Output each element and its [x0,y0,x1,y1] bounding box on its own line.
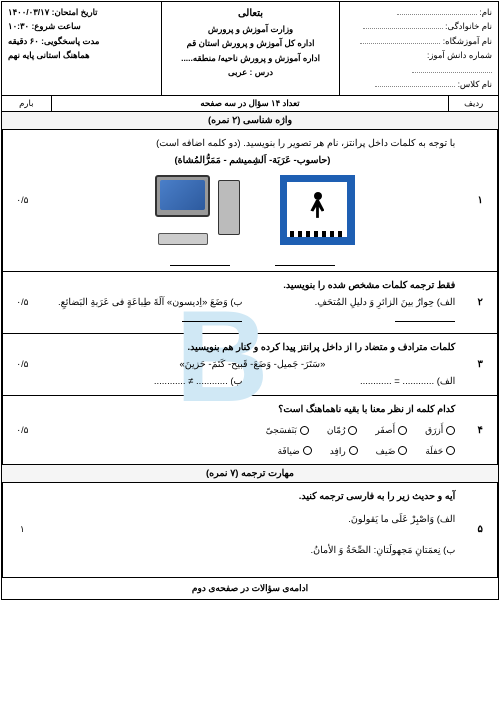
q2-body: فقط ترجمه کلمات مشخص شده را بنویسید. الف… [42,272,464,333]
header: نام: نام خانوادگی: نام آموزشگاه: شماره د… [2,2,498,96]
radio-icon[interactable] [398,446,407,455]
header-student-info: نام: نام خانوادگی: نام آموزشگاه: شماره د… [339,2,498,95]
label-family: نام خانوادگی: [346,19,492,33]
q5-b: ب) نِعمَتانِ مَجهولَتانِ: الصِّحَةُ وَ ا… [50,542,456,559]
q5-body: آیه و حدیث زیر را به فارسی ترجمه کنید. ا… [42,483,464,577]
q3-num: ۳ [463,334,498,395]
exam-date: تاریخ امتحان: ۱۴۰۰/۰۳/۱۷ [8,5,155,19]
q2-score: ۰/۵ [2,272,42,333]
q4-opt[interactable]: أَزرَق [425,422,455,438]
q4-opt[interactable]: بَنَفسَجیّ [266,422,309,438]
exam-start: ساعت شروع: ۱۰:۳۰ [8,19,155,33]
q4-opt[interactable]: ضَیف [376,443,408,459]
q3-b[interactable]: ب) ............ ≠ ............ [50,373,243,390]
q4-num: ۴ [463,396,498,463]
q4-options-row1: أَزرَق أَصفَر رُمّان بَنَفسَجیّ [50,422,456,438]
ministry-line4: درس : عربی [168,65,334,79]
q2-a: الف) حِوارٌ بینَ الزائرِ وَ دلیلِ المُتح… [262,294,455,328]
answer-line[interactable] [182,312,242,322]
col-barem: بارم [2,96,52,111]
q4-opt[interactable]: ضیافَة [278,443,312,459]
section-2-title: مهارت ترجمه (۷ نمره) [2,465,498,483]
q1-score: ۰/۵ [2,130,42,271]
footer-text: ادامه‌ی سؤالات در صفحه‌ی دوم [2,578,498,599]
answer-line[interactable] [170,256,230,266]
q1-num: ۱ [463,130,498,271]
logo-text: بتعالی [168,5,334,22]
label-school: نام آموزشگاه: [346,34,492,48]
q4-text: کدام کلمه از نظر معنا با بقیه ناهماهنگ ا… [50,401,456,418]
q4-opt[interactable]: رُمّان [327,422,358,438]
q4-options-row2: حَفلَة ضَیف رافِد ضیافَة [50,443,456,459]
answer-line[interactable] [275,256,335,266]
q1-images [50,175,456,250]
q5-score: ۱ [2,483,42,577]
question-1: ۱ با توجه به کلمات داخل پرانتز، نام هر ت… [2,130,498,272]
radio-icon[interactable] [303,446,312,455]
page-count: تعداد ۱۴ سؤال در سه صفحه [52,96,449,111]
q5-text: آیه و حدیث زیر را به فارسی ترجمه کنید. [50,488,456,505]
label-name: نام: [346,5,492,19]
radio-icon[interactable] [300,426,309,435]
ministry-line1: وزارت آموزش و پرورش [168,22,334,36]
computer-icon [150,175,240,250]
question-5: ۵ آیه و حدیث زیر را به فارسی ترجمه کنید.… [2,483,498,578]
q1-answer-lines [50,256,456,266]
ministry-line2: اداره کل آموزش و پرورش استان قم [168,36,334,50]
radio-icon[interactable] [446,446,455,455]
q1-text: با توجه به کلمات داخل پرانتز، نام هر تصو… [50,135,456,152]
radio-icon[interactable] [446,426,455,435]
q4-opt[interactable]: رافِد [330,443,358,459]
label-class: نام کلاس: [346,77,492,91]
q4-body: کدام کلمه از نظر معنا با بقیه ناهماهنگ ا… [42,396,464,463]
col-radif: ردیف [448,96,498,111]
question-2: ۲ فقط ترجمه کلمات مشخص شده را بنویسید. ا… [2,272,498,334]
q5-num: ۵ [463,483,498,577]
subtitle-row: ردیف تعداد ۱۴ سؤال در سه صفحه بارم [2,96,498,112]
ministry-line3: اداره آموزش و پرورش ناحیه/ منطقه..... [168,51,334,65]
q3-text: کلمات مترادف و متضاد را از داخل پرانتز پ… [50,339,456,356]
exam-duration: مدت پاسخگویی: ۶۰ دقیقه [8,34,155,48]
q2-num: ۲ [463,272,498,333]
header-ministry: بتعالی وزارت آموزش و پرورش اداره کل آموز… [161,2,340,95]
answer-line[interactable] [395,312,455,322]
question-4: ۴ کدام کلمه از نظر معنا با بقیه ناهماهنگ… [2,396,498,464]
q2-text: فقط ترجمه کلمات مشخص شده را بنویسید. [50,277,456,294]
q4-score: ۰/۵ [2,396,42,463]
q4-opt[interactable]: حَفلَة [425,443,455,459]
radio-icon[interactable] [398,426,407,435]
exam-title: هماهنگ استانی پایه نهم [8,48,155,62]
crosswalk-sign-icon [280,175,355,245]
q5-a: الف) وَاصْبِرْ عَلَی ما یَقولونَ. [50,511,456,528]
section-1-title: واژه شناسی (۲ نمره) [2,112,498,130]
exam-page: نام: نام خانوادگی: نام آموزشگاه: شماره د… [1,1,499,600]
q3-score: ۰/۵ [2,334,42,395]
question-3: ۳ کلمات مترادف و متضاد را از داخل پرانتز… [2,334,498,396]
q1-words: (حاسوب- عَرَبَة- اَلشِمیشم - مَمَرُّالمُ… [50,152,456,169]
q3-a[interactable]: الف) ............ = ............ [262,373,455,390]
label-studentno: شماره دانش آموز: [346,48,492,77]
q2-b: ب) وَضَعَ «اِدیسون» آلَةَ طِباعَةٍ فی عَ… [50,294,243,328]
radio-icon[interactable] [349,446,358,455]
radio-icon[interactable] [348,426,357,435]
header-exam-info: تاریخ امتحان: ۱۴۰۰/۰۳/۱۷ ساعت شروع: ۱۰:۳… [2,2,161,95]
q1-body: با توجه به کلمات داخل پرانتز، نام هر تصو… [42,130,464,271]
q3-words: «سَتَرَ- جَمیل- وَضَعَ- قَبیح- کَتَمَ- ح… [50,356,456,373]
q4-opt[interactable]: أَصفَر [375,422,407,438]
q3-body: کلمات مترادف و متضاد را از داخل پرانتز پ… [42,334,464,395]
